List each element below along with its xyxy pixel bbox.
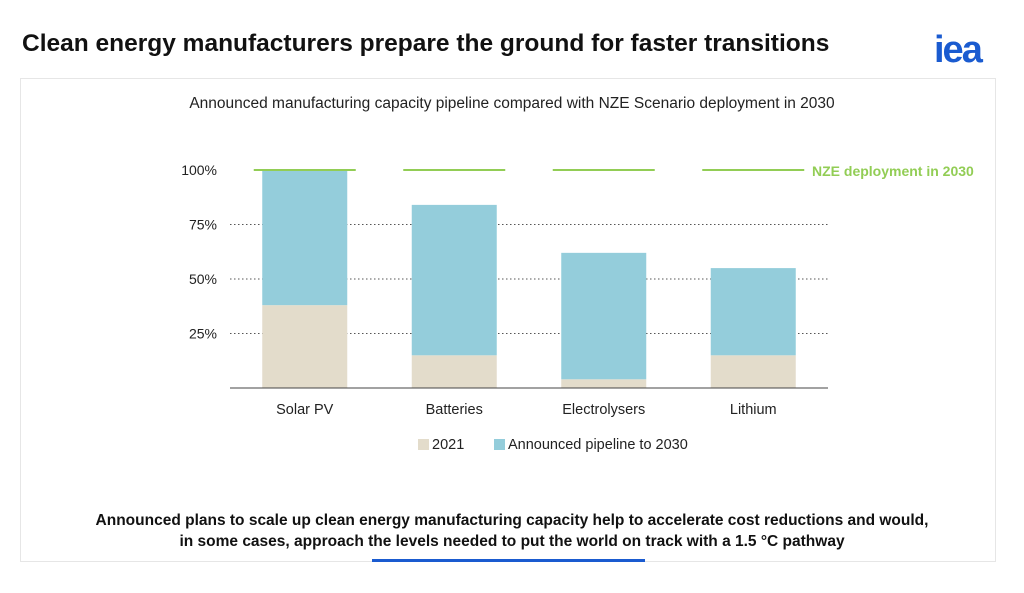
bar-pipeline xyxy=(411,204,497,356)
legend-label: 2021 xyxy=(432,437,464,453)
iea-logo: iea xyxy=(934,30,986,70)
y-tick-label: 75% xyxy=(189,217,217,233)
bar-pipeline xyxy=(262,170,348,306)
chart-canvas: 25% 50% 75% 100% Solar PV Batteries Electrolys… xyxy=(181,162,974,453)
y-tick-label: 50% xyxy=(189,271,217,287)
accent-bar xyxy=(372,559,645,562)
bar-2021 xyxy=(710,355,796,388)
bar-2021 xyxy=(561,379,647,388)
legend-label: Announced pipeline to 2030 xyxy=(508,437,688,453)
nze-reference-label: NZE deployment in 2030 xyxy=(812,163,974,179)
bar-2021 xyxy=(262,305,348,388)
page-title: Clean energy manufacturers prepare the g… xyxy=(22,30,830,57)
chart-subtitle: Announced manufacturing capacity pipelin… xyxy=(189,95,835,112)
caption-line-2: in some cases, approach the levels neede… xyxy=(179,533,845,550)
bar-pipeline xyxy=(561,252,647,380)
bar-2021 xyxy=(411,355,497,388)
x-category-label: Solar PV xyxy=(276,402,334,418)
caption: Announced plans to scale up clean energy… xyxy=(30,510,994,552)
logo-text: iea xyxy=(934,30,984,70)
caption-line-1: Announced plans to scale up clean energy… xyxy=(95,512,929,529)
x-category-label: Electrolysers xyxy=(562,402,645,418)
x-category-label: Batteries xyxy=(426,402,483,418)
y-tick-label: 100% xyxy=(181,162,217,178)
legend-swatch xyxy=(494,439,505,450)
y-tick-label: 25% xyxy=(189,326,217,342)
bar-pipeline xyxy=(710,268,796,356)
x-category-label: Lithium xyxy=(730,402,777,418)
legend-swatch xyxy=(418,439,429,450)
